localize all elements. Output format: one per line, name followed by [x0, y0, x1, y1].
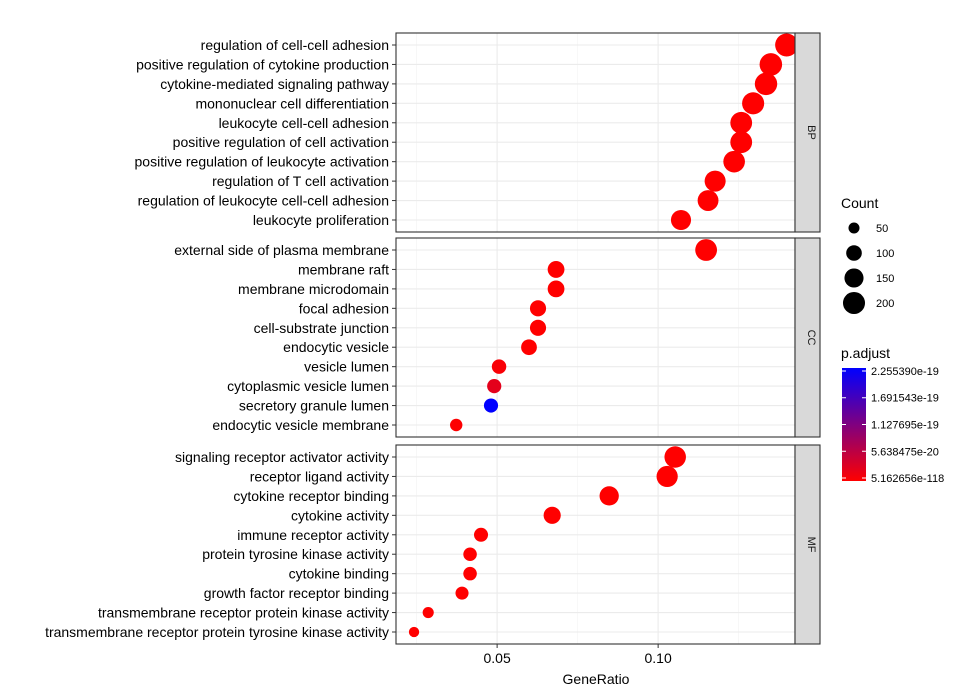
data-point	[704, 170, 726, 192]
y-tick-label: membrane raft	[298, 261, 389, 277]
data-point	[491, 359, 507, 374]
y-tick-label: positive regulation of cytokine producti…	[136, 56, 389, 72]
y-tick-label: cell-substrate junction	[254, 320, 389, 336]
size-legend-key	[842, 291, 866, 315]
y-tick-label: signaling receptor activator activity	[175, 449, 389, 465]
facet-panel-mf: signaling receptor activator activity rec…	[45, 444, 821, 645]
data-point	[547, 280, 565, 298]
facet-panel-bp: regulation of cell-cell adhesion positive…	[135, 32, 821, 233]
data-point	[730, 111, 753, 134]
y-tick-label: protein tyrosine kinase activity	[202, 546, 389, 562]
facet-strip-label: BP	[805, 125, 817, 140]
y-tick-label: leukocyte proliferation	[253, 212, 389, 228]
data-point	[422, 606, 434, 619]
data-point	[521, 339, 537, 356]
data-point	[759, 53, 783, 76]
data-point	[664, 446, 686, 468]
facet-strip	[794, 237, 821, 438]
y-tick-label: immune receptor activity	[237, 527, 389, 543]
y-tick-label: growth factor receptor binding	[204, 585, 389, 601]
y-tick-label: mononuclear cell differentiation	[195, 95, 389, 111]
data-point	[599, 486, 619, 506]
facet-strip	[794, 32, 821, 233]
y-tick-label: external side of plasma membrane	[174, 242, 389, 258]
facet-strip	[794, 444, 821, 645]
x-tick-label: 0.05	[483, 650, 510, 666]
color-legend-label: 1.127695e-19	[871, 420, 939, 432]
facet-panel-cc: external side of plasma membrane membrane…	[174, 237, 821, 438]
panel-background	[396, 445, 795, 644]
data-point	[487, 379, 502, 394]
color-legend-label: 5.638475e-20	[871, 446, 939, 458]
data-point	[529, 319, 547, 336]
x-axis: 0.05 0.10	[483, 644, 672, 666]
data-point	[463, 566, 477, 581]
y-tick-label: regulation of T cell activation	[212, 173, 389, 189]
y-tick-label: cytokine binding	[289, 566, 389, 582]
y-tick-label: endocytic vesicle membrane	[212, 417, 389, 433]
y-tick-label: cytokine receptor binding	[233, 488, 389, 504]
size-legend-label: 150	[876, 273, 894, 285]
y-tick-label: receptor ligand activity	[250, 468, 389, 484]
y-tick-label: secretory granule lumen	[239, 398, 389, 414]
panel-background	[396, 33, 795, 232]
data-point	[408, 626, 420, 638]
y-tick-label: endocytic vesicle	[283, 339, 389, 355]
data-point	[529, 300, 547, 317]
x-tick-label: 0.10	[645, 650, 672, 666]
y-tick-label: regulation of leukocyte cell-cell adhesi…	[138, 193, 389, 209]
data-point	[450, 418, 463, 432]
y-tick-label: regulation of cell-cell adhesion	[201, 37, 389, 53]
legend: Count 50 100 150 200 p.adjust 2.255390e-19 1.69…	[841, 195, 944, 485]
data-point	[473, 527, 489, 542]
size-legend-label: 50	[876, 223, 888, 235]
data-point	[730, 131, 753, 154]
y-tick-label: positive regulation of leukocyte activat…	[135, 154, 389, 170]
data-point	[543, 506, 561, 524]
data-point	[656, 465, 678, 488]
y-tick-label: cytoplasmic vesicle lumen	[227, 378, 389, 394]
data-point	[670, 209, 692, 231]
data-point	[455, 586, 469, 600]
size-legend-key	[844, 268, 864, 288]
data-point	[697, 190, 719, 211]
color-legend-label: 1.691543e-19	[871, 393, 939, 405]
x-axis-title: GeneRatio	[563, 671, 630, 687]
color-legend-label: 2.255390e-19	[871, 366, 939, 378]
y-tick-label: membrane microdomain	[238, 281, 389, 297]
size-legend-label: 200	[876, 298, 894, 310]
data-point	[742, 92, 765, 115]
data-point	[463, 547, 477, 561]
y-tick-label: leukocyte cell-cell adhesion	[219, 115, 389, 131]
data-point	[754, 72, 778, 96]
y-tick-label: transmembrane receptor protein kinase ac…	[98, 605, 389, 621]
data-point	[723, 150, 745, 173]
data-point	[547, 261, 565, 278]
size-legend-key	[846, 245, 862, 261]
color-legend-title: p.adjust	[841, 345, 890, 361]
data-point	[695, 239, 718, 261]
data-point	[483, 398, 499, 413]
y-tick-label: transmembrane receptor protein tyrosine …	[45, 624, 389, 640]
data-point	[775, 33, 799, 57]
facet-strip-label: MF	[805, 537, 817, 553]
size-legend-title: Count	[841, 195, 878, 211]
size-legend-key	[848, 222, 860, 234]
panel-background	[396, 238, 795, 437]
y-tick-label: focal adhesion	[299, 300, 389, 316]
color-legend-label: 5.162656e-118	[871, 473, 944, 485]
y-tick-label: cytokine-mediated signaling pathway	[160, 76, 389, 92]
y-tick-label: vesicle lumen	[304, 359, 389, 375]
facet-strip-label: CC	[805, 330, 817, 346]
plot-panels: regulation of cell-cell adhesion positive…	[45, 32, 821, 645]
size-legend-label: 100	[876, 248, 894, 260]
y-tick-label: cytokine activity	[291, 507, 389, 523]
y-tick-label: positive regulation of cell activation	[173, 134, 389, 150]
